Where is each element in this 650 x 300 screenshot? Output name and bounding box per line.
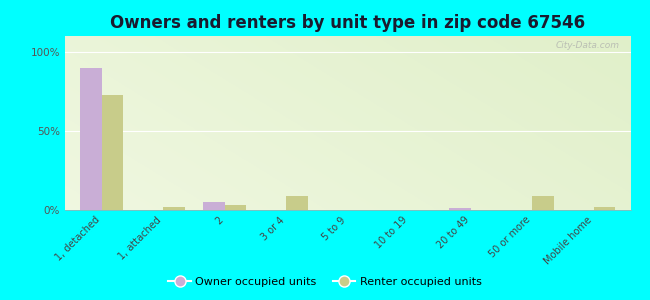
Bar <box>102 94 124 210</box>
Bar <box>449 208 471 210</box>
Bar <box>593 207 615 210</box>
Bar <box>81 68 102 210</box>
Bar <box>532 196 554 210</box>
Bar <box>163 207 185 210</box>
Bar <box>203 202 225 210</box>
Legend: Owner occupied units, Renter occupied units: Owner occupied units, Renter occupied un… <box>164 273 486 291</box>
Bar <box>286 196 308 210</box>
Title: Owners and renters by unit type in zip code 67546: Owners and renters by unit type in zip c… <box>111 14 585 32</box>
Bar <box>225 205 246 210</box>
Text: City-Data.com: City-Data.com <box>555 41 619 50</box>
